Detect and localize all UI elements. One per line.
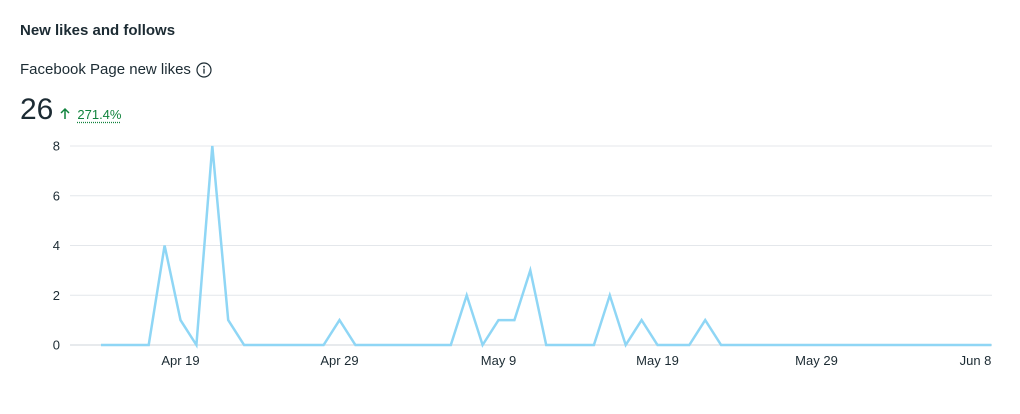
y-tick-label: 0 xyxy=(53,338,60,353)
y-tick-label: 4 xyxy=(53,238,60,253)
x-tick-label: Jun 8 xyxy=(960,353,992,368)
metric-label: Facebook Page new likes xyxy=(20,61,191,78)
x-tick-label: May 9 xyxy=(481,353,516,368)
x-tick-label: May 29 xyxy=(795,353,838,368)
metric-change[interactable]: 271.4% xyxy=(77,107,122,122)
metric-value-row: 26 271.4% xyxy=(20,92,121,128)
metric-header: Facebook Page new likes xyxy=(20,61,212,78)
section-title: New likes and follows xyxy=(20,22,176,39)
metric-value: 26 xyxy=(20,93,54,126)
arrow-up-icon xyxy=(59,107,71,120)
likes-line-chart: 0 2 4 6 8 Apr 19 Apr 29 May 9 May 19 May 29 Jun 8 xyxy=(53,139,992,368)
series-line xyxy=(101,145,992,349)
y-tick-label: 2 xyxy=(53,288,60,303)
x-tick-label: Apr 19 xyxy=(161,353,199,368)
info-circle-icon[interactable] xyxy=(196,61,212,78)
x-tick-label: Apr 29 xyxy=(320,353,358,368)
y-tick-label: 8 xyxy=(53,139,60,154)
x-tick-label: May 19 xyxy=(636,353,679,368)
y-tick-label: 6 xyxy=(53,188,60,203)
